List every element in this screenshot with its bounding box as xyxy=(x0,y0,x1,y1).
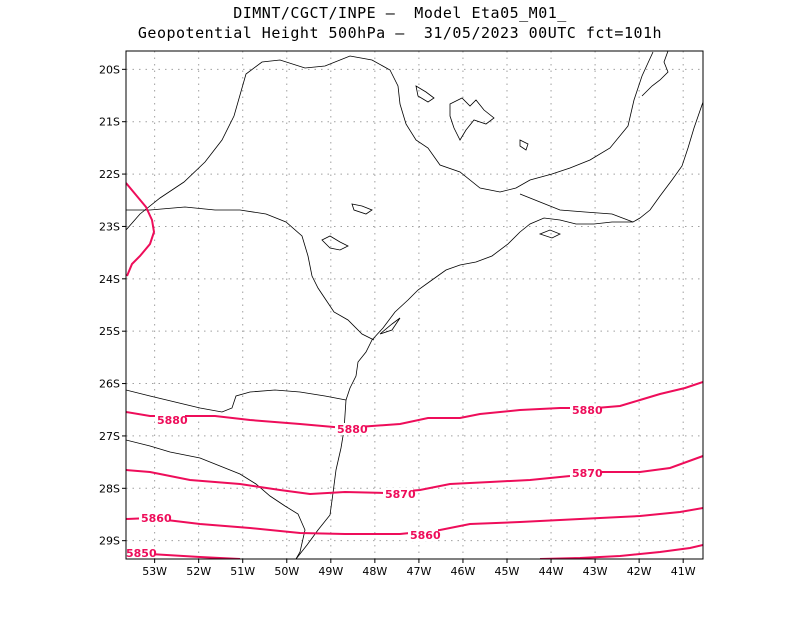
x-tick-label: 46W xyxy=(451,565,476,578)
x-tick-label: 48W xyxy=(362,565,387,578)
contour-label: 5860 xyxy=(410,529,441,542)
y-tick-label: 27S xyxy=(99,430,120,443)
contour-5860 xyxy=(126,507,703,535)
y-tick-label: 25S xyxy=(99,325,120,338)
contour-5850 xyxy=(126,544,703,559)
x-tick-label: 45W xyxy=(495,565,520,578)
contour-label: 5880 xyxy=(572,404,603,417)
contour-label: 5870 xyxy=(572,467,603,480)
y-tick-label: 29S xyxy=(99,535,120,548)
state-border-pr-sc xyxy=(126,389,347,413)
contour-5870 xyxy=(126,455,703,496)
state-border-sp-mg xyxy=(126,51,654,231)
x-tick-label: 50W xyxy=(274,565,299,578)
state-border-sp-pr xyxy=(126,206,375,341)
map-frame xyxy=(125,50,704,560)
y-tick-label: 28S xyxy=(99,482,120,495)
contour-label: 5870 xyxy=(385,488,416,501)
y-tick-label: 23S xyxy=(99,220,120,233)
y-axis: 20S 21S 22S 23S 24S 25S 26S 27S 28S 29S xyxy=(99,63,126,548)
x-tick-label: 43W xyxy=(583,565,608,578)
contour-5880-west xyxy=(126,182,156,277)
coastline xyxy=(295,101,703,559)
x-tick-label: 42W xyxy=(627,565,652,578)
y-tick-label: 21S xyxy=(99,116,120,129)
y-tick-label: 20S xyxy=(99,63,120,76)
x-tick-label: 53W xyxy=(142,565,167,578)
x-tick-label: 44W xyxy=(539,565,564,578)
y-tick-label: 24S xyxy=(99,273,120,286)
contour-label: 5860 xyxy=(141,512,172,525)
x-tick-label: 47W xyxy=(406,565,431,578)
x-tick-label: 51W xyxy=(230,565,255,578)
map-title-line1: DIMNT/CGCT/INPE – Model Eta05_M01_ xyxy=(233,4,567,22)
x-tick-label: 49W xyxy=(318,565,343,578)
state-border-mg-rj xyxy=(519,193,634,223)
contour-label: 5850 xyxy=(126,547,157,560)
x-tick-label: 41W xyxy=(671,565,696,578)
contour-label: 5880 xyxy=(337,423,368,436)
lake-shapes xyxy=(321,85,561,335)
x-axis: 53W 52W 51W 50W 49W 48W 47W 46W 45W 44W 43W 42W 41W xyxy=(142,559,696,578)
y-tick-label: 22S xyxy=(99,168,120,181)
contour-label: 5880 xyxy=(157,414,188,427)
contour-5880 xyxy=(126,381,703,430)
y-tick-label: 26S xyxy=(99,378,120,391)
map-title-line2: Geopotential Height 500hPa – 31/05/2023 … xyxy=(137,24,663,42)
river-outline xyxy=(641,51,669,97)
state-border-sc-rs xyxy=(126,439,306,559)
x-tick-label: 52W xyxy=(186,565,211,578)
